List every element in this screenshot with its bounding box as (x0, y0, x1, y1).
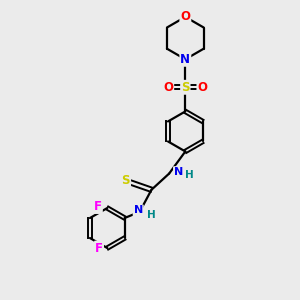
Text: O: O (163, 81, 173, 94)
Text: H: H (146, 210, 155, 220)
Text: F: F (95, 242, 103, 254)
Text: N: N (134, 206, 143, 215)
Text: F: F (94, 200, 102, 213)
Text: S: S (122, 174, 130, 188)
Text: N: N (180, 53, 190, 66)
Text: S: S (181, 81, 190, 94)
Text: N: N (174, 167, 183, 177)
Text: O: O (180, 11, 190, 23)
Text: H: H (185, 170, 194, 180)
Text: O: O (197, 81, 207, 94)
